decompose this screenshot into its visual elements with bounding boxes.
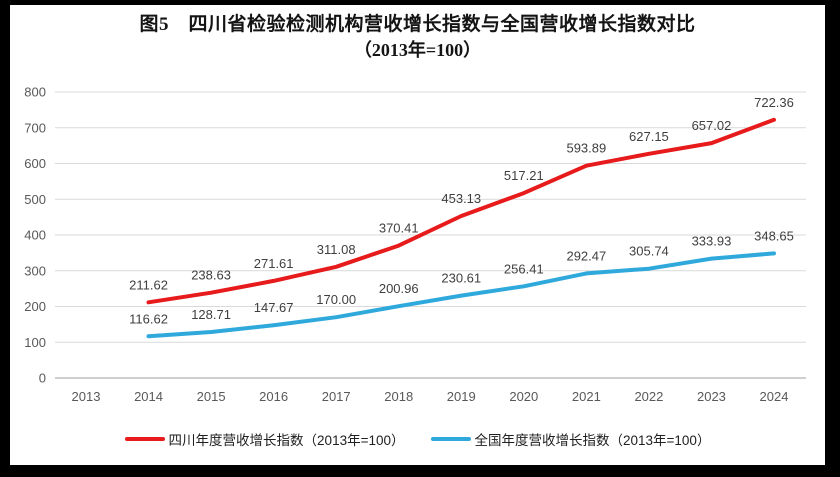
series-data-labels-1: 116.62 128.71 147.67 170.00 200.96 230.61 256.… — [129, 228, 794, 326]
svg-text:453.13: 453.13 — [441, 191, 481, 206]
x-axis-labels: 2013 2014 2015 2016 2017 2018 2019 2020 2021 2022… — [72, 389, 789, 404]
svg-text:2023: 2023 — [697, 389, 726, 404]
svg-text:600: 600 — [24, 156, 46, 171]
svg-text:128.71: 128.71 — [191, 307, 231, 322]
chart-title: 图5 四川省检验检测机构营收增长指数与全国营收增长指数对比 （2013年=100… — [10, 13, 825, 62]
svg-text:311.08: 311.08 — [317, 242, 356, 257]
legend-label-national: 全国年度营收增长指数（2013年=100） — [474, 433, 711, 448]
svg-text:0: 0 — [39, 371, 46, 386]
svg-text:370.41: 370.41 — [379, 221, 419, 236]
svg-text:2020: 2020 — [509, 389, 538, 404]
svg-text:2018: 2018 — [384, 389, 413, 404]
svg-text:211.62: 211.62 — [129, 277, 168, 292]
svg-text:400: 400 — [24, 228, 46, 243]
svg-text:593.89: 593.89 — [566, 141, 606, 156]
svg-text:2016: 2016 — [259, 389, 288, 404]
chart-title-line1: 图5 四川省检验检测机构营收增长指数与全国营收增长指数对比 — [139, 14, 696, 35]
series-line-0 — [146, 117, 776, 305]
svg-text:333.93: 333.93 — [692, 234, 732, 249]
svg-text:256.41: 256.41 — [504, 261, 544, 276]
svg-text:348.65: 348.65 — [754, 228, 794, 243]
svg-text:238.63: 238.63 — [191, 268, 231, 283]
svg-text:147.67: 147.67 — [254, 300, 294, 315]
svg-text:2019: 2019 — [447, 389, 476, 404]
legend-item-national: 全国年度营收增长指数（2013年=100） — [430, 429, 711, 449]
svg-text:722.36: 722.36 — [754, 95, 794, 110]
svg-text:2024: 2024 — [760, 389, 789, 404]
series-line-1 — [146, 251, 776, 339]
svg-text:230.61: 230.61 — [441, 271, 481, 286]
svg-text:2021: 2021 — [572, 389, 601, 404]
legend-item-sichuan: 四川年度营收增长指数（2013年=100） — [124, 429, 405, 449]
svg-text:200: 200 — [24, 299, 46, 314]
svg-text:300: 300 — [24, 263, 46, 278]
series-data-labels-0: 211.62 238.63 271.61 311.08 370.41 453.13 517.… — [129, 95, 794, 293]
svg-text:657.02: 657.02 — [692, 118, 732, 133]
svg-text:292.47: 292.47 — [566, 248, 606, 263]
svg-text:2013: 2013 — [72, 389, 101, 404]
y-gridlines — [55, 91, 806, 379]
svg-text:305.74: 305.74 — [629, 244, 669, 259]
chart-legend: 四川年度营收增长指数（2013年=100） 全国年度营收增长指数（2013年=1… — [10, 429, 825, 449]
svg-text:2017: 2017 — [322, 389, 351, 404]
svg-text:627.15: 627.15 — [629, 129, 669, 144]
svg-text:100: 100 — [24, 335, 46, 350]
svg-text:2014: 2014 — [134, 389, 163, 404]
national-line-swatch-icon — [430, 437, 471, 441]
svg-text:116.62: 116.62 — [129, 311, 168, 326]
svg-text:2015: 2015 — [197, 389, 226, 404]
y-axis-labels: 0 100 200 300 400 500 600 700 800 — [24, 85, 46, 386]
svg-text:200.96: 200.96 — [379, 281, 419, 296]
legend-label-sichuan: 四川年度营收增长指数（2013年=100） — [168, 433, 405, 448]
svg-text:2022: 2022 — [634, 389, 663, 404]
svg-text:271.61: 271.61 — [254, 256, 294, 271]
svg-text:800: 800 — [24, 85, 46, 100]
chart-title-line2: （2013年=100） — [353, 40, 482, 60]
svg-text:170.00: 170.00 — [316, 292, 356, 307]
svg-text:500: 500 — [24, 192, 46, 207]
sichuan-line-swatch-icon — [124, 437, 165, 441]
svg-text:517.21: 517.21 — [504, 168, 544, 183]
svg-text:700: 700 — [24, 120, 46, 135]
